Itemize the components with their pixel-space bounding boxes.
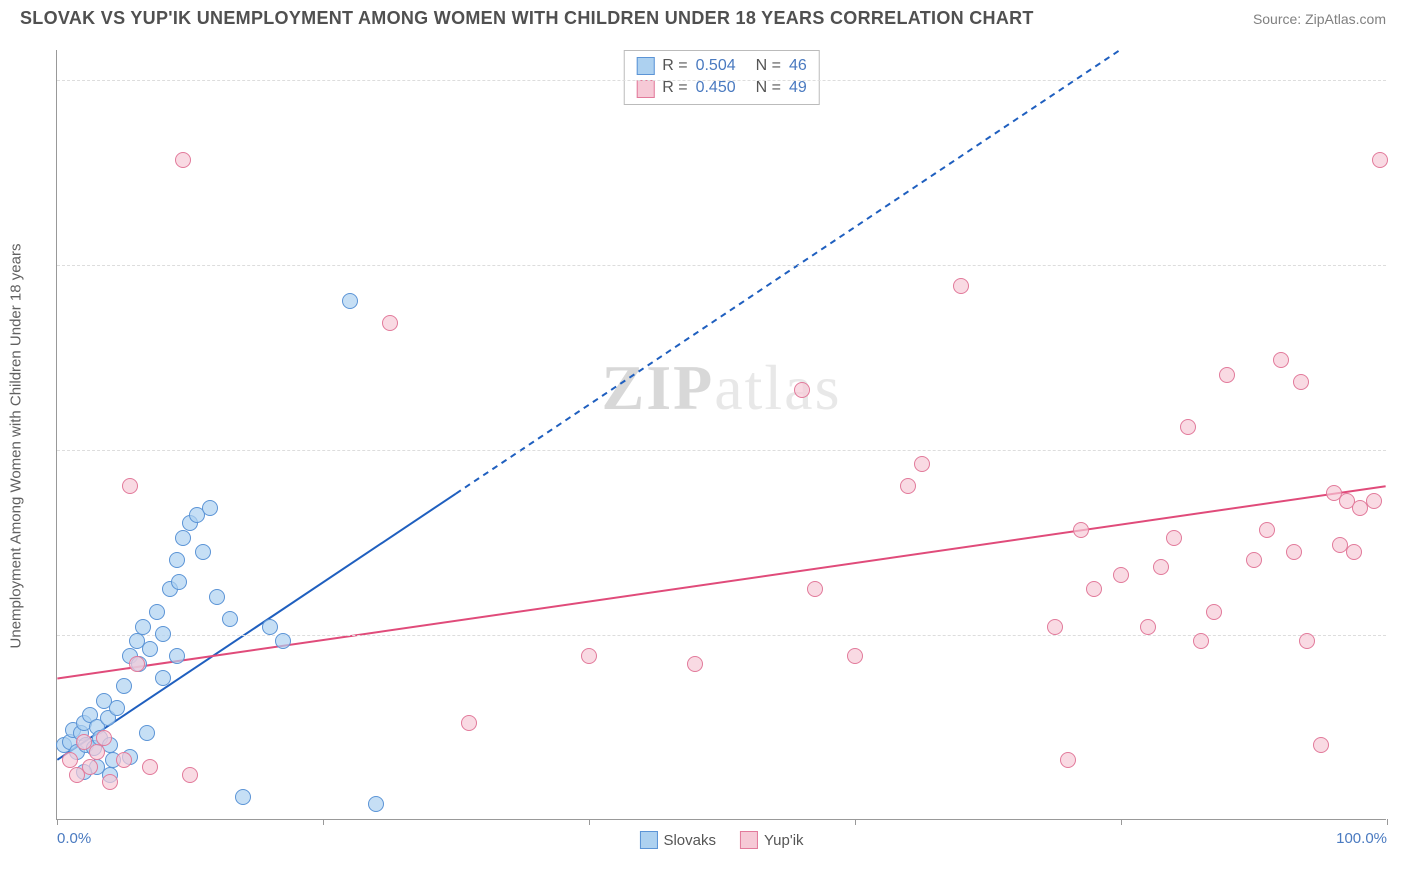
gridline-h [57,265,1386,266]
data-point [129,656,145,672]
data-point [116,752,132,768]
data-point [116,678,132,694]
data-point [807,581,823,597]
data-point [175,152,191,168]
data-point [953,278,969,294]
data-point [169,648,185,664]
data-point [1047,619,1063,635]
data-point [182,767,198,783]
data-point [169,552,185,568]
data-point [1372,152,1388,168]
data-point [142,641,158,657]
data-point [202,500,218,516]
data-point [900,478,916,494]
data-point [62,752,78,768]
data-point [461,715,477,731]
data-point [1246,552,1262,568]
data-point [1366,493,1382,509]
data-point [1299,633,1315,649]
data-point [109,700,125,716]
gridline-h [57,80,1386,81]
legend-swatch [740,831,758,849]
data-point [687,656,703,672]
stats-legend: R = 0.504N = 46R = 0.450N = 49 [623,50,820,105]
legend-item: Yup'ik [740,831,804,849]
legend-swatch [639,831,657,849]
data-point [155,626,171,642]
legend-swatch [636,57,654,75]
data-point [135,619,151,635]
x-tick-label: 0.0% [57,830,91,847]
data-point [1273,352,1289,368]
data-point [275,633,291,649]
data-point [1073,522,1089,538]
gridline-h [57,635,1386,636]
data-point [342,293,358,309]
data-point [1206,604,1222,620]
x-tick [589,819,590,825]
data-point [1293,374,1309,390]
data-point [1153,559,1169,575]
data-point [1140,619,1156,635]
data-point [1286,544,1302,560]
data-point [209,589,225,605]
gridline-h [57,450,1386,451]
y-tick-label: 25.0% [1394,441,1406,458]
data-point [1219,367,1235,383]
y-tick-label: 12.5% [1394,626,1406,643]
data-point [581,648,597,664]
x-tick [323,819,324,825]
stats-row: R = 0.450N = 49 [636,77,807,99]
legend-label: Yup'ik [764,832,804,849]
data-point [1113,567,1129,583]
data-point [914,456,930,472]
data-point [96,730,112,746]
data-point [847,648,863,664]
data-point [82,759,98,775]
data-point [171,574,187,590]
y-tick-label: 50.0% [1394,71,1406,88]
chart-plot-area: ZIPatlas R = 0.504N = 46R = 0.450N = 49 … [56,50,1386,820]
legend-swatch [636,80,654,98]
y-tick-label: 37.5% [1394,256,1406,273]
data-point [1060,752,1076,768]
data-point [382,315,398,331]
x-tick [57,819,58,825]
data-point [1346,544,1362,560]
data-point [1313,737,1329,753]
data-point [368,796,384,812]
data-point [155,670,171,686]
x-tick [1387,819,1388,825]
data-point [175,530,191,546]
data-point [102,774,118,790]
data-point [1166,530,1182,546]
data-point [1180,419,1196,435]
data-point [139,725,155,741]
data-point [262,619,278,635]
source-text: Source: ZipAtlas.com [1253,11,1386,27]
legend-item: Slovaks [639,831,716,849]
data-point [222,611,238,627]
legend-label: Slovaks [663,832,716,849]
series-legend: Slovaks Yup'ik [639,831,803,849]
data-point [1259,522,1275,538]
data-point [142,759,158,775]
data-point [794,382,810,398]
y-axis-label: Unemployment Among Women with Children U… [8,244,25,649]
data-point [149,604,165,620]
data-point [89,744,105,760]
x-tick-label: 100.0% [1336,830,1387,847]
data-point [122,478,138,494]
chart-title: SLOVAK VS YUP'IK UNEMPLOYMENT AMONG WOME… [20,8,1034,29]
stats-row: R = 0.504N = 46 [636,55,807,77]
x-tick [1121,819,1122,825]
x-tick [855,819,856,825]
data-point [235,789,251,805]
data-point [1086,581,1102,597]
data-point [195,544,211,560]
data-point [1193,633,1209,649]
